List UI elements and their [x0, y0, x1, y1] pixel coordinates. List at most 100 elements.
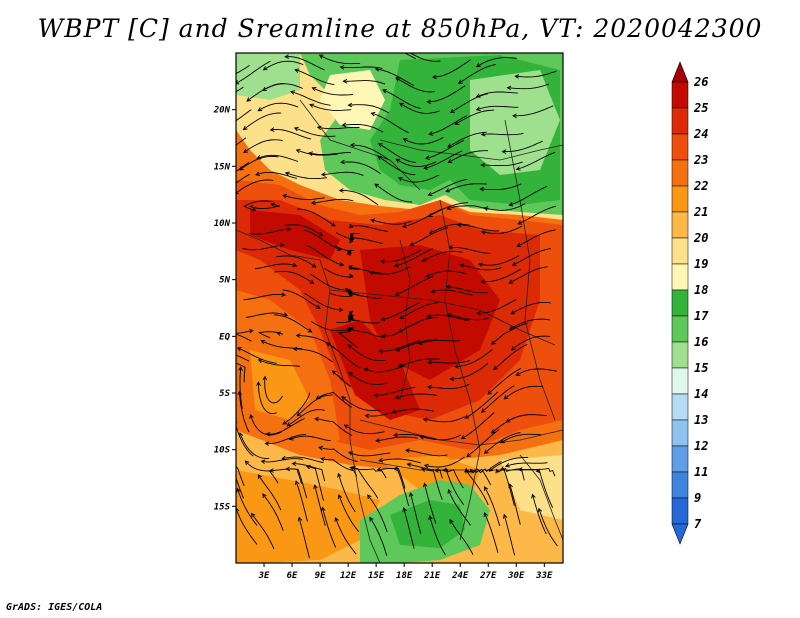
- streamline-arrowhead: [447, 158, 453, 163]
- streamline-arrowhead: [449, 376, 455, 382]
- streamline-arrowhead: [295, 333, 301, 338]
- streamline: [342, 123, 384, 133]
- streamline-arrowhead: [337, 494, 343, 500]
- map-frame: [235, 52, 564, 564]
- streamline: [270, 129, 312, 140]
- streamline: [350, 144, 390, 161]
- streamline-arrowhead: [334, 517, 339, 522]
- streamline: [337, 473, 356, 513]
- streamline-arrowhead: [348, 372, 353, 377]
- streamline-arrowhead: [483, 512, 488, 518]
- streamline: [395, 158, 437, 167]
- streamline-arrowhead: [445, 284, 451, 290]
- streamline-arrowhead: [421, 257, 427, 262]
- streamline-arrowhead: [512, 113, 517, 119]
- streamline-arrowhead: [243, 148, 248, 154]
- streamline: [379, 458, 421, 464]
- streamline: [310, 320, 351, 332]
- streamline-arrowhead: [315, 304, 321, 309]
- streamline-arrowhead: [348, 223, 354, 229]
- streamline: [423, 416, 465, 423]
- streamline-arrowhead: [236, 487, 241, 493]
- streamline-arrowhead: [257, 358, 263, 364]
- streamline-arrowhead: [460, 435, 466, 440]
- streamline-arrowhead: [454, 364, 459, 369]
- streamline-arrowhead: [349, 314, 355, 320]
- colorbar-label-7: 7: [694, 517, 702, 531]
- lat-label-20N: 20N: [213, 106, 231, 116]
- streamline-arrowhead: [238, 366, 243, 371]
- streamline: [248, 203, 281, 209]
- streamline-arrowhead: [339, 65, 345, 70]
- streamline-arrowhead: [420, 467, 426, 472]
- streamline-arrowhead: [479, 186, 485, 192]
- colorbar-swatch: [671, 81, 689, 109]
- streamline: [510, 301, 551, 315]
- streamline-arrowhead: [236, 507, 240, 512]
- streamline-arrowhead: [426, 359, 432, 365]
- streamline: [409, 492, 422, 534]
- streamline: [407, 463, 443, 479]
- streamline-arrowhead: [347, 102, 353, 108]
- streamline: [239, 367, 243, 409]
- streamline: [424, 150, 463, 169]
- colorbar-swatch: [671, 445, 689, 473]
- streamline: [495, 467, 525, 481]
- colorbar-label-13: 13: [694, 413, 708, 427]
- streamline-arrowhead: [448, 245, 453, 250]
- streamline: [349, 225, 389, 232]
- streamline-arrowhead: [349, 273, 354, 279]
- streamline-arrowhead: [276, 331, 282, 336]
- streamline: [454, 349, 493, 368]
- streamline-arrowhead: [409, 242, 415, 247]
- streamline-arrowhead: [255, 171, 261, 176]
- streamline: [242, 244, 284, 251]
- streamline: [410, 227, 449, 246]
- streamline-arrowhead: [508, 202, 514, 207]
- streamline: [464, 468, 492, 486]
- streamline: [395, 276, 434, 296]
- streamline-arrowhead: [493, 365, 498, 371]
- streamline: [448, 150, 488, 163]
- streamline: [292, 463, 326, 482]
- streamline-arrowhead: [426, 384, 432, 390]
- streamline-arrowhead: [257, 474, 263, 479]
- colorbar-swatch: [671, 497, 689, 525]
- streamline: [399, 302, 439, 319]
- colorbar-swatch: [671, 133, 689, 161]
- colorbar-label-18: 18: [694, 283, 708, 297]
- streamline-arrowhead: [430, 288, 436, 294]
- colorbar-label-16: 16: [694, 335, 708, 349]
- streamline-arrowhead: [375, 438, 380, 443]
- streamline-arrowhead: [246, 97, 252, 102]
- streamline: [509, 266, 548, 284]
- streamline-arrowhead: [428, 131, 434, 136]
- streamline: [425, 270, 468, 278]
- streamline: [461, 412, 495, 440]
- streamline: [395, 393, 438, 399]
- streamline: [424, 456, 465, 468]
- streamline-arrowhead: [228, 460, 232, 464]
- streamline: [538, 508, 558, 547]
- colorbar-swatch: [671, 393, 689, 421]
- streamline: [516, 368, 557, 376]
- streamline: [262, 493, 284, 531]
- streamline: [258, 359, 300, 367]
- streamline: [447, 205, 489, 210]
- streamline: [403, 507, 415, 549]
- streamline: [493, 343, 528, 370]
- streamline-arrowhead: [347, 265, 353, 270]
- streamline-arrowhead: [502, 513, 508, 519]
- streamline-arrowhead: [510, 346, 516, 351]
- streamline-arrowhead: [318, 445, 324, 451]
- streamline-arrowhead: [349, 236, 355, 241]
- streamline: [398, 358, 440, 367]
- streamline: [450, 93, 489, 113]
- streamline: [394, 468, 410, 507]
- streamline-arrowhead: [399, 314, 404, 319]
- streamline-arrowhead: [294, 480, 300, 486]
- streamline-arrowhead: [376, 467, 382, 472]
- streamline-arrowhead: [248, 328, 254, 334]
- streamline-arrowhead: [216, 128, 220, 132]
- streamline: [282, 289, 321, 309]
